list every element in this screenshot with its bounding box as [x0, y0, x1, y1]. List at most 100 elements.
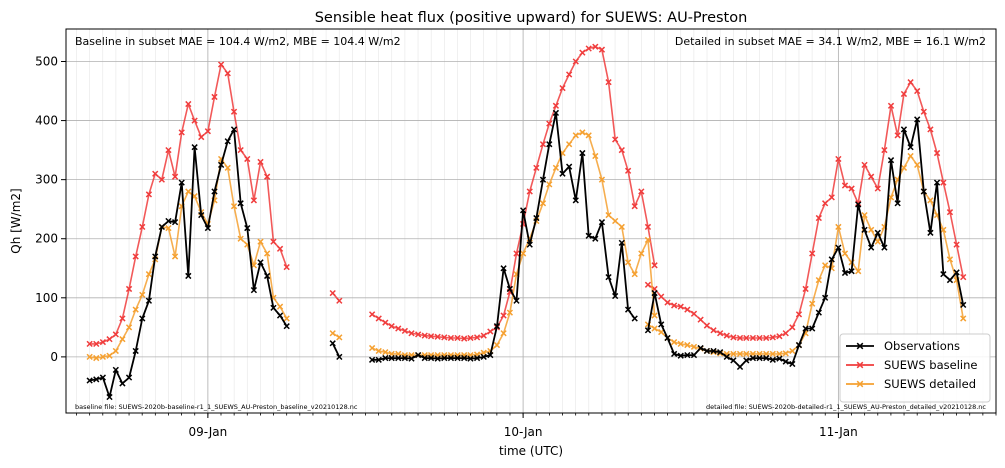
data-point — [789, 347, 796, 355]
data-point — [388, 323, 395, 330]
data-point — [579, 149, 586, 157]
data-point — [500, 312, 507, 319]
data-point — [887, 102, 895, 109]
data-point — [789, 360, 796, 368]
data-point — [644, 281, 652, 288]
data-point — [329, 330, 336, 337]
legend-label: Observations — [884, 339, 960, 353]
data-point — [907, 152, 914, 160]
data-point — [552, 164, 560, 171]
data-point — [566, 163, 573, 170]
data-point — [690, 343, 698, 350]
data-point — [93, 354, 100, 362]
legend-entry: SUEWS baseline — [846, 358, 977, 372]
y-tick-label: 500 — [35, 54, 58, 68]
data-point — [585, 45, 592, 52]
data-point — [441, 354, 448, 362]
data-point — [211, 93, 218, 101]
data-point — [99, 374, 107, 381]
data-point — [946, 209, 954, 216]
data-point — [795, 341, 803, 349]
legend-label: SUEWS detailed — [884, 377, 976, 391]
data-point — [368, 356, 376, 363]
data-point — [112, 366, 119, 374]
series-line — [89, 63, 288, 345]
data-point — [828, 194, 835, 201]
data-point — [953, 269, 960, 276]
data-point — [861, 161, 868, 169]
data-point — [782, 350, 789, 357]
data-point — [250, 286, 258, 294]
data-point — [552, 109, 560, 117]
data-point — [427, 333, 435, 340]
data-point — [605, 273, 612, 281]
data-point — [434, 333, 441, 340]
data-point — [552, 102, 560, 109]
data-point — [743, 334, 750, 342]
data-point — [848, 185, 855, 192]
data-point — [697, 316, 704, 323]
data-point — [651, 262, 658, 269]
data-point — [579, 49, 586, 56]
data-point — [828, 256, 835, 263]
data-point — [487, 328, 494, 335]
data-point — [106, 352, 113, 359]
data-point — [782, 330, 789, 337]
data-point — [546, 141, 553, 148]
data-point — [283, 263, 290, 271]
data-point — [447, 334, 455, 342]
data-point — [730, 334, 737, 341]
legend-label: SUEWS baseline — [884, 358, 977, 372]
data-point — [881, 146, 888, 154]
y-tick-label: 200 — [35, 232, 58, 246]
data-point — [264, 173, 271, 180]
data-point — [250, 197, 258, 204]
data-point — [421, 354, 428, 362]
data-point — [454, 354, 461, 362]
data-point — [506, 285, 514, 293]
data-point — [592, 152, 599, 160]
data-point — [730, 350, 737, 358]
data-point — [132, 306, 139, 313]
data-point — [185, 272, 192, 280]
data-point — [473, 334, 481, 341]
data-point — [375, 315, 382, 322]
data-point — [112, 347, 119, 355]
data-point — [822, 262, 829, 269]
data-point — [782, 358, 789, 365]
data-point — [513, 250, 520, 257]
data-point — [461, 335, 468, 342]
data-point — [224, 138, 231, 145]
data-point — [86, 377, 93, 384]
data-point — [822, 200, 829, 207]
data-point — [789, 324, 796, 331]
data-point — [152, 253, 159, 260]
data-point — [283, 323, 290, 330]
data-point — [198, 211, 205, 219]
data-point — [441, 334, 448, 341]
data-point — [145, 297, 153, 304]
data-point — [763, 354, 770, 362]
data-point — [598, 46, 606, 53]
data-point — [572, 58, 579, 65]
data-point — [519, 250, 527, 257]
y-axis: 0 100 200 300 400 500 — [35, 54, 66, 364]
data-point — [684, 306, 691, 313]
data-point — [933, 179, 941, 186]
data-point — [881, 244, 888, 251]
series-observations — [86, 109, 967, 401]
data-point — [769, 350, 776, 358]
data-point — [677, 340, 684, 348]
data-point — [605, 211, 612, 219]
data-point — [427, 354, 435, 362]
data-point — [132, 347, 139, 355]
data-point — [887, 194, 895, 201]
data-point — [119, 380, 126, 387]
data-point — [487, 351, 494, 359]
data-point — [638, 250, 645, 257]
data-point — [270, 304, 277, 311]
plot-frame — [65, 28, 997, 414]
data-point — [572, 197, 579, 204]
data-point — [848, 268, 855, 275]
